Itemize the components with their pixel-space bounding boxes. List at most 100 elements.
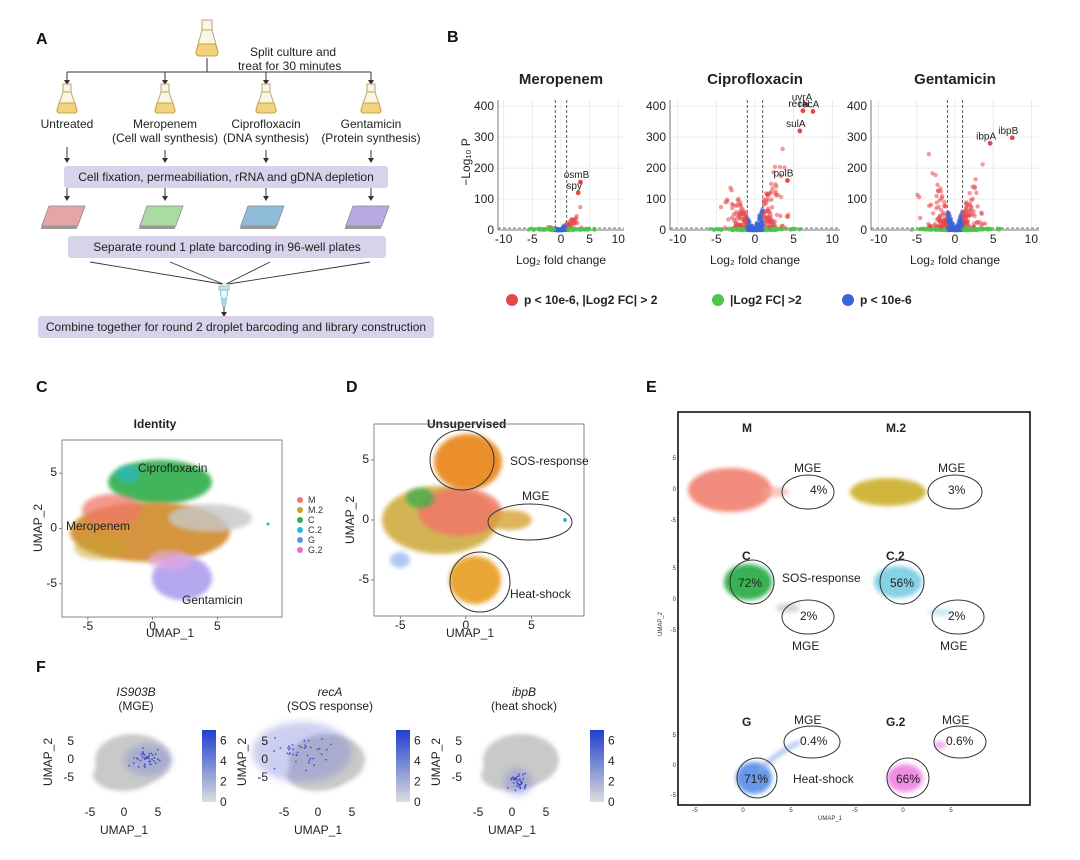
panel-e-y-tick-label: 5 [673, 456, 677, 462]
volcano-point [948, 217, 953, 223]
feature-xlabel: UMAP_1 [488, 823, 536, 837]
pct-g2-main: 66% [896, 772, 920, 786]
volcano-x-tick-label: 10 [1025, 232, 1039, 246]
volcano-point [957, 226, 962, 231]
volcano-point [736, 226, 741, 231]
feature-point [136, 757, 138, 760]
panel-e-y-tick-label: 0 [673, 763, 677, 769]
feature-point [308, 761, 310, 764]
cloud-g2 [887, 764, 923, 792]
volcano-point [762, 202, 767, 207]
outlier-point [563, 518, 567, 522]
feature-point [518, 784, 520, 786]
label-m-mge: MGE [794, 461, 821, 475]
circle-sos [429, 429, 495, 491]
volcano-point [959, 222, 964, 228]
feature-point [157, 758, 159, 761]
split-arrows [64, 80, 374, 85]
well-plate-icon [344, 205, 390, 229]
volcano-point [935, 182, 940, 188]
feature-point [524, 783, 527, 786]
volcano-point [803, 102, 809, 108]
feature-x-tick-label: 5 [349, 805, 356, 819]
legend-label-fc: |Log2 FC| >2 [730, 293, 802, 307]
feature-point [287, 748, 290, 751]
volcano-point [947, 221, 953, 226]
feature-expression [252, 722, 352, 782]
feature-point [295, 760, 297, 763]
umap-x-tick-label: -5 [83, 619, 94, 633]
panel-e-y-tick-label: 0 [673, 597, 677, 603]
volcano-point [945, 210, 950, 215]
feature-plot-recA: recA(SOS response) 5 0 -5 -5 0 5 UMAP_1 UMAP_2 0 2… [235, 685, 421, 837]
volcano-point [934, 200, 939, 205]
panel-e-x-tick-label: 5 [789, 808, 793, 814]
legend-label: C [308, 515, 315, 525]
feature-point [320, 753, 323, 756]
feature-point [298, 745, 301, 747]
subpanel-label-m2: M.2 [886, 421, 906, 435]
volcano-x-tick-label: 0 [952, 232, 959, 246]
feature-xlabel: UMAP_1 [100, 823, 148, 837]
legend-swatch-sig [506, 294, 518, 306]
subpanel-label-m: M [742, 421, 752, 435]
legend-label: G.2 [308, 545, 323, 555]
arrowheads [64, 196, 374, 201]
feature-plot-IS903B: IS903B(MGE) 5 0 -5 -5 0 5 UMAP_1 UMAP_2 0 2 4 6 [41, 685, 227, 837]
volcano-point [936, 204, 941, 210]
umap-identity [70, 460, 270, 600]
volcano-x-tick-label: 5 [790, 232, 797, 246]
feature-point [291, 744, 294, 746]
volcano-point [712, 227, 717, 232]
volcano-x-tick-label: 0 [752, 232, 759, 246]
volcano-point [741, 227, 746, 232]
panel-e-y-tick-label: -5 [671, 518, 677, 524]
pct-m2-mge: 3% [948, 483, 966, 497]
umap-y-tick-label: -5 [358, 572, 369, 586]
volcano-point [917, 227, 922, 232]
volcano-point [732, 227, 737, 232]
feature-x-tick-label: -5 [473, 805, 484, 819]
feature-point [524, 772, 527, 775]
volcano-point [981, 226, 986, 231]
volcano-point [540, 227, 545, 232]
volcano-point [756, 216, 762, 221]
volcano-point [778, 213, 783, 219]
volcano-point [769, 189, 774, 194]
feature-point [522, 773, 524, 776]
volcano-x-tick-label: -5 [527, 232, 538, 246]
cluster-c [406, 488, 434, 508]
legend-swatch [297, 497, 303, 503]
volcano-y-tick-label: 200 [646, 161, 666, 175]
feature-point [518, 773, 521, 776]
feature-y-tick-label: -5 [451, 770, 462, 784]
volcano-point [977, 227, 982, 232]
volcano-point [786, 212, 791, 217]
volcano-point [769, 226, 774, 231]
feature-gene-name: recA [318, 685, 343, 699]
cluster-g2 [148, 550, 192, 570]
volcano-point [763, 197, 769, 202]
volcano-point [785, 178, 790, 183]
feature-point [295, 754, 298, 756]
cloud-m2 [850, 478, 926, 506]
volcano-point [753, 227, 758, 232]
split-label-line2: treat for 30 minutes [238, 59, 341, 73]
umap-c-legend: MM.2CC.2GG.2 [297, 495, 323, 555]
feature-point [154, 753, 157, 756]
panel-e-y-tick-label: -5 [671, 628, 677, 634]
annotation-sos: SOS-response [510, 454, 589, 468]
feature-y-tick-label: 5 [67, 734, 74, 748]
volcano-point [958, 214, 963, 219]
feature-point [141, 755, 144, 758]
volcano-point [729, 201, 735, 207]
feature-point [524, 785, 526, 788]
umap-c-ylabel: UMAP_2 [31, 504, 45, 552]
volcano-y-tick-label: 400 [474, 99, 494, 113]
legend-swatch-fc [712, 294, 724, 306]
label-g-mge: MGE [794, 713, 821, 727]
volcano-point [781, 226, 786, 231]
feature-point [143, 764, 146, 767]
feature-point [522, 778, 524, 780]
